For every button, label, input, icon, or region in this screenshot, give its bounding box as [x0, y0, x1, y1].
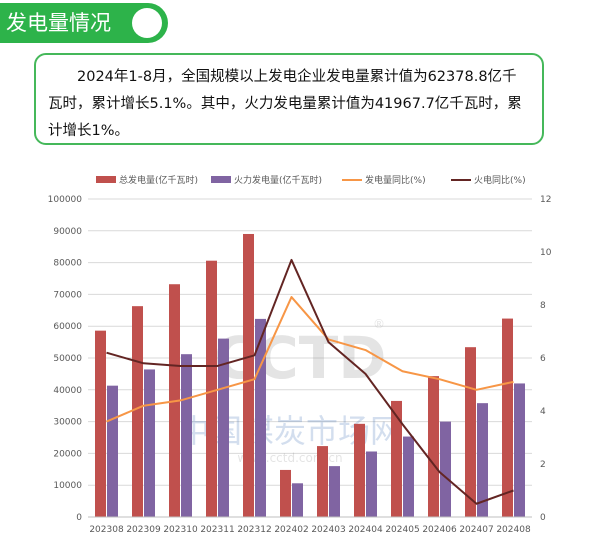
total-generation-bar — [95, 330, 106, 517]
y-tick-label: 50000 — [53, 354, 82, 364]
gridlines — [88, 198, 532, 518]
thermal-generation-bar — [403, 436, 414, 517]
total-generation-bar — [317, 446, 328, 517]
y-tick-label: 10000 — [53, 481, 82, 491]
y2-tick-label: 10 — [540, 248, 552, 258]
legend-label: 总发电量(亿千瓦时) — [119, 174, 198, 186]
summary-box: 2024年1-8月，全国规模以上发电企业发电量累计值为62378.8亿千瓦时，累… — [34, 53, 544, 145]
toggle-circle-icon — [132, 8, 162, 38]
total-generation-bar — [243, 233, 254, 517]
y-tick-label: 90000 — [53, 227, 82, 237]
y2-tick-label: 0 — [540, 513, 546, 523]
x-tick-label: 202404 — [348, 525, 383, 535]
x-tick-label: 202308 — [89, 525, 124, 535]
legend-label: 火电同比(%) — [474, 174, 526, 186]
legend-label: 发电量同比(%) — [365, 174, 426, 186]
thermal-generation-bar — [292, 483, 303, 517]
thermal-generation-bar — [181, 354, 192, 517]
x-tick-label: 202407 — [459, 525, 493, 535]
x-tick-label: 202309 — [126, 525, 161, 535]
thermal-generation-bar — [366, 451, 377, 517]
legend: 总发电量(亿千瓦时) 火力发电量(亿千瓦时) 发电量同比(%) 火电同比(%) — [96, 174, 526, 186]
thermal-yoy-line — [106, 258, 514, 505]
legend-swatch — [211, 176, 231, 183]
watermark-logo: CCTD — [214, 324, 387, 392]
total-generation-bar — [132, 306, 143, 517]
y-tick-label: 40000 — [53, 386, 82, 396]
total-generation-bar — [206, 260, 217, 517]
legend-label: 火力发电量(亿千瓦时) — [234, 174, 322, 186]
y-tick-label: 70000 — [53, 290, 82, 300]
total-generation-bar — [465, 347, 476, 517]
watermark-registered: ® — [373, 317, 385, 331]
y-tick-label: 30000 — [53, 418, 82, 428]
section-title: 发电量情况 — [6, 11, 111, 35]
y2-tick-label: 6 — [540, 354, 546, 364]
y2-tick-label: 4 — [540, 407, 546, 417]
total-generation-bar — [502, 318, 513, 517]
y-axis-right: 0 2 4 6 8 10 12 — [540, 195, 552, 523]
x-tick-label: 202311 — [200, 525, 234, 535]
y-axis-left: 0 10000 20000 30000 40000 50000 60000 70000 8000… — [48, 195, 83, 523]
section-header: 发电量情况 — [0, 3, 168, 43]
legend-swatch — [96, 176, 116, 183]
thermal-generation-bar — [514, 383, 525, 517]
y2-tick-label: 8 — [540, 301, 546, 311]
total-generation-bar — [280, 469, 291, 517]
thermal-generation-bar — [144, 369, 155, 517]
x-tick-label: 202405 — [385, 525, 419, 535]
thermal-generation-bar — [477, 403, 488, 517]
x-axis: 202308 202309 202310 202311 202312 202402 2024… — [88, 516, 532, 535]
x-tick-label: 202406 — [422, 525, 457, 535]
thermal-generation-bar — [107, 385, 118, 517]
generation-yoy-line — [106, 296, 514, 423]
x-tick-label: 202310 — [163, 525, 198, 535]
y-tick-label: 20000 — [53, 449, 82, 459]
y-tick-label: 100000 — [48, 195, 83, 205]
summary-text: 2024年1-8月，全国规模以上发电企业发电量累计值为62378.8亿千瓦时，累… — [48, 69, 522, 139]
total-generation-bar — [391, 400, 402, 517]
thermal-generation-bar — [329, 466, 340, 517]
y-tick-label: 80000 — [53, 259, 82, 269]
y2-tick-label: 12 — [540, 195, 551, 205]
x-tick-label: 202408 — [496, 525, 531, 535]
total-generation-bar — [354, 423, 365, 517]
y-tick-label: 0 — [76, 513, 82, 523]
y-tick-label: 60000 — [53, 322, 82, 332]
power-generation-chart: CCTD ® 中国煤炭市场网 www.cctd.com.cn 010000200… — [48, 174, 552, 535]
x-tick-label: 202312 — [237, 525, 271, 535]
thermal-generation-bar — [440, 421, 451, 517]
x-tick-label: 202403 — [311, 525, 345, 535]
thermal-generation-bar — [255, 318, 266, 517]
x-tick-label: 202402 — [274, 525, 308, 535]
thermal-generation-bar — [218, 338, 229, 517]
y2-tick-label: 2 — [540, 460, 546, 470]
lines — [106, 258, 514, 505]
total-generation-bar — [428, 376, 439, 517]
